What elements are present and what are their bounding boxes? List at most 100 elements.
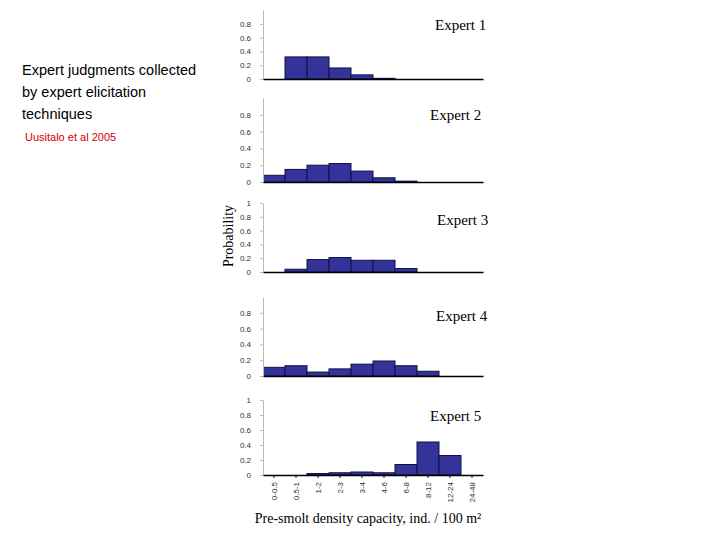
y-tick: 0.8 [240,309,263,318]
x-tick-label: 3-4 [358,481,367,493]
y-tick: 0.8 [240,411,263,420]
y-tick-label: 0.2 [240,254,252,263]
y-tick-label: 1 [247,396,252,405]
y-tick-mark [260,231,263,232]
y-tick: 0.4 [240,47,263,56]
x-tick: 8-12 [424,475,433,498]
y-tick-label: 0.6 [240,34,252,43]
y-tick-label: 0.2 [240,61,252,70]
y-tick-mark [260,329,263,330]
bar [395,366,417,376]
panel-title: Expert 1 [435,17,486,33]
y-tick: 0.2 [240,161,263,170]
x-tick: 0.5-1 [292,475,301,500]
x-tick-label: 24-48 [468,481,477,502]
bar [307,57,329,79]
y-tick: 1 [247,199,263,208]
panel: 00.20.40.60.810-0.50.5-11-22-33-44-66-88… [240,396,484,502]
bar [439,456,461,476]
y-tick: 0.2 [240,456,263,465]
figure: Expert judgments collectedby expert elic… [0,0,720,540]
x-axis-line [264,272,484,274]
y-tick: 0.8 [240,20,263,29]
y-tick-mark [260,182,263,183]
y-tick-mark [260,38,263,39]
y-tick-mark [260,313,263,314]
x-tick: 12-24 [446,475,455,502]
bar [373,361,395,376]
y-tick-mark [260,272,263,273]
x-tick-mark [340,475,341,478]
bar [395,269,417,272]
y-tick-mark [260,430,263,431]
x-tick-label: 8-12 [424,481,433,498]
y-tick-label: 0.8 [240,20,252,29]
y-axis-line [263,11,264,80]
y-tick-mark [260,475,263,476]
bars [263,164,417,182]
y-tick: 0.6 [240,34,263,43]
y-axis: 00.20.40.60.81 [240,199,264,277]
y-tick-label: 0.8 [240,213,252,222]
panel: 00.20.40.60.8Expert 2 [240,99,484,188]
y-tick: 0.2 [240,254,263,263]
y-axis: 0 0.2 0.4 0.6 0.8 [240,11,264,85]
x-axis-line [264,79,484,81]
bar [373,178,395,182]
x-tick-mark [274,475,275,478]
y-tick-label: 0.6 [240,227,252,236]
x-tick: 1-2 [314,475,323,494]
y-tick: 0.2 [240,61,263,70]
y-tick: 0.6 [240,426,263,435]
x-tick-label: 12-24 [446,481,455,502]
bar [307,372,329,376]
y-axis: 00.20.40.60.8 [240,99,264,188]
panel-title: Expert 3 [437,212,488,228]
x-tick-label: 0.5-1 [292,481,301,500]
x-tick-mark [362,475,363,478]
bar [285,169,307,182]
y-tick: 0.4 [240,340,263,349]
y-tick-mark [260,79,263,80]
y-tick-mark [260,460,263,461]
x-tick: 24-48 [468,475,477,502]
y-tick-mark [260,203,263,204]
panel: 00.20.40.60.8Expert 4 [240,298,488,382]
x-tick-mark [428,475,429,478]
y-axis: 00.20.40.60.8 [240,298,264,382]
x-tick: 4-6 [380,475,389,494]
y-tick-label: 0.6 [240,325,252,334]
x-tick-label: 6-8 [402,481,411,493]
x-tick: 2-3 [336,475,345,494]
x-tick-label: 1-2 [314,481,323,493]
y-tick-label: 0.2 [240,356,252,365]
x-axis-line [264,182,484,184]
y-axis-line [263,401,264,476]
y-tick-mark [260,165,263,166]
y-tick-mark [260,360,263,361]
y-tick-label: 0.4 [240,47,252,56]
bar [329,68,351,79]
bars [263,361,439,376]
y-tick-label: 0 [247,75,252,84]
y-tick: 0 [247,75,263,84]
bar [373,473,395,475]
bar [285,269,307,272]
x-tick-mark [296,475,297,478]
y-tick: 0.6 [240,128,263,137]
y-tick-label: 0.8 [240,309,252,318]
bar [329,258,351,272]
caption: Expert judgments collectedby expert elic… [22,62,196,143]
x-tick-mark [384,475,385,478]
bars [307,442,461,475]
y-tick: 0.4 [240,240,263,249]
bars [285,258,417,272]
bar [351,472,373,475]
panel: 00.20.40.60.81Expert 3 [240,199,488,277]
x-tick-label: 4-6 [380,481,389,493]
bar [307,165,329,182]
citation: Uusitalo et al 2005 [25,131,116,143]
y-tick-mark [260,344,263,345]
bar [373,260,395,272]
panel-title: Expert 5 [430,408,481,424]
